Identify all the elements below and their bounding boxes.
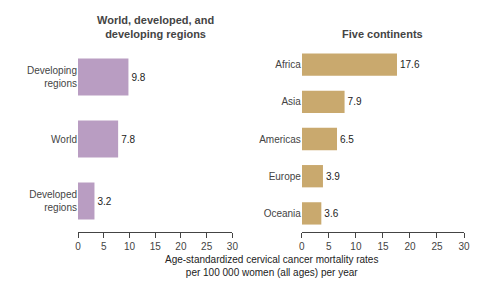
svg-text:5: 5 — [326, 241, 332, 252]
svg-text:World: World — [51, 134, 77, 145]
svg-text:20: 20 — [404, 241, 416, 252]
svg-text:Africa: Africa — [275, 59, 301, 70]
svg-text:25: 25 — [431, 241, 443, 252]
svg-text:30: 30 — [458, 241, 470, 252]
svg-text:Developingregions: Developingregions — [27, 65, 77, 89]
svg-text:25: 25 — [201, 241, 213, 252]
svg-text:Five continents: Five continents — [342, 28, 423, 40]
svg-text:7.9: 7.9 — [348, 96, 362, 107]
svg-text:Europe: Europe — [269, 171, 302, 182]
svg-text:9.8: 9.8 — [131, 72, 145, 83]
svg-text:30: 30 — [227, 241, 239, 252]
svg-text:15: 15 — [377, 241, 389, 252]
svg-text:Age-standardized cervical canc: Age-standardized cervical cancer mortali… — [165, 254, 378, 278]
svg-text:3.9: 3.9 — [326, 171, 340, 182]
svg-text:6.5: 6.5 — [340, 134, 354, 145]
svg-text:10: 10 — [350, 241, 362, 252]
svg-text:0: 0 — [299, 241, 305, 252]
svg-text:15: 15 — [150, 241, 162, 252]
svg-text:Asia: Asia — [281, 96, 301, 107]
svg-text:10: 10 — [124, 241, 136, 252]
svg-text:3.6: 3.6 — [324, 208, 338, 219]
svg-text:5: 5 — [101, 241, 107, 252]
svg-text:0: 0 — [75, 241, 81, 252]
svg-text:Developedregions: Developedregions — [29, 189, 77, 213]
svg-text:3.2: 3.2 — [97, 196, 111, 207]
svg-text:World, developed, anddevelopin: World, developed, anddeveloping regions — [97, 14, 214, 40]
svg-text:20: 20 — [175, 241, 187, 252]
svg-text:Oceania: Oceania — [264, 208, 302, 219]
svg-text:Americas: Americas — [259, 134, 301, 145]
svg-text:17.6: 17.6 — [400, 59, 420, 70]
svg-text:7.8: 7.8 — [121, 134, 135, 145]
